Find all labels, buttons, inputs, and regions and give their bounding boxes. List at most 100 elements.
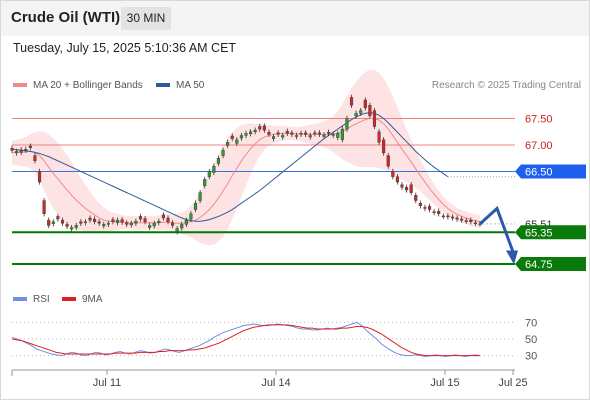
candle [354,110,358,119]
candle [166,215,170,225]
candle-body [304,132,308,135]
candle-body [171,222,175,226]
candle [134,218,138,226]
candle [198,189,202,204]
candle-body [207,171,211,177]
candle [203,176,207,189]
candle [83,219,87,226]
candle [212,163,216,176]
candle-body [253,129,257,132]
candle-body [405,187,409,191]
candle-body [239,135,243,139]
candle-body [359,110,363,114]
candle [386,152,390,169]
timeframe-button[interactable]: 30 MIN [121,7,171,30]
candle-body [193,202,198,210]
candle [79,219,83,226]
candle [391,168,395,180]
candle [331,131,335,139]
candle [47,217,51,229]
candle-body [427,206,432,210]
level-label-67.00: 67.00 [525,140,553,152]
candle-body [276,132,280,135]
candle [143,215,147,225]
candle-body [37,171,42,183]
candle-body [60,219,65,224]
legend-ma20-bb: MA 20 + Bollinger Bands [13,80,143,91]
candle-body [79,221,83,224]
candle [102,221,106,229]
candle [437,208,441,217]
candle [359,107,363,116]
candle-body [212,165,216,173]
candle-body [377,131,381,143]
candle [189,211,193,222]
candle-body [106,223,110,225]
candle [294,132,299,140]
candle-body [184,219,188,225]
candle [216,155,221,167]
instrument-title: Crude Oil (WTI) [11,9,121,26]
x-tick-label: Jul 15 [430,377,459,389]
candle-body [47,219,51,226]
candle-body [138,216,143,220]
candle-body [363,99,367,109]
candle-body [331,134,335,136]
candle-body [349,97,354,106]
candle [239,132,243,141]
candle [184,217,188,228]
candle [70,224,74,232]
candle [327,129,331,136]
candle-body [340,128,344,140]
candle [235,137,239,147]
candle [207,168,211,180]
candle [446,213,450,220]
candle [120,216,124,225]
rsi-ma-line [11,324,480,357]
candle [65,221,69,230]
candle [37,168,42,185]
candle [345,115,349,132]
candle [377,129,381,145]
candle-body [216,158,221,164]
level-label-66.50: 66.50 [525,166,553,178]
level-tag-64.75 [515,257,586,272]
level-tag-65.35 [515,225,586,240]
legend-rsi: RSI [13,294,50,305]
candle [469,217,473,225]
candle-body [161,214,165,219]
candle [106,220,110,228]
candle [51,219,55,227]
candle [285,128,289,136]
ma50-swatch-icon [156,83,170,88]
x-tick-label: Jul 25 [498,377,527,389]
level-label-67.50: 67.50 [525,114,553,126]
candle-body [299,133,303,135]
candle-body [386,155,390,167]
candle [395,174,399,185]
candle [414,192,418,204]
candle [427,203,432,213]
candle-body [308,135,312,138]
legend-ma50-label: MA 50 [176,80,205,91]
candle-body [294,135,299,137]
candle [244,130,248,139]
candle [349,94,354,108]
candle [161,212,165,221]
candle [193,200,198,213]
candle-body [125,222,129,225]
candle [400,182,404,190]
candle [129,220,133,228]
candle-body [65,224,69,227]
candle-body [354,113,358,117]
candle-body [198,192,202,201]
candle-body [414,195,418,201]
candle-body [464,220,468,222]
candle-body [391,171,395,177]
candle [258,123,262,132]
candle-body [10,147,14,151]
legend-rsi-label: RSI [33,294,50,305]
candle-body [290,132,294,135]
candle-body [455,217,459,220]
